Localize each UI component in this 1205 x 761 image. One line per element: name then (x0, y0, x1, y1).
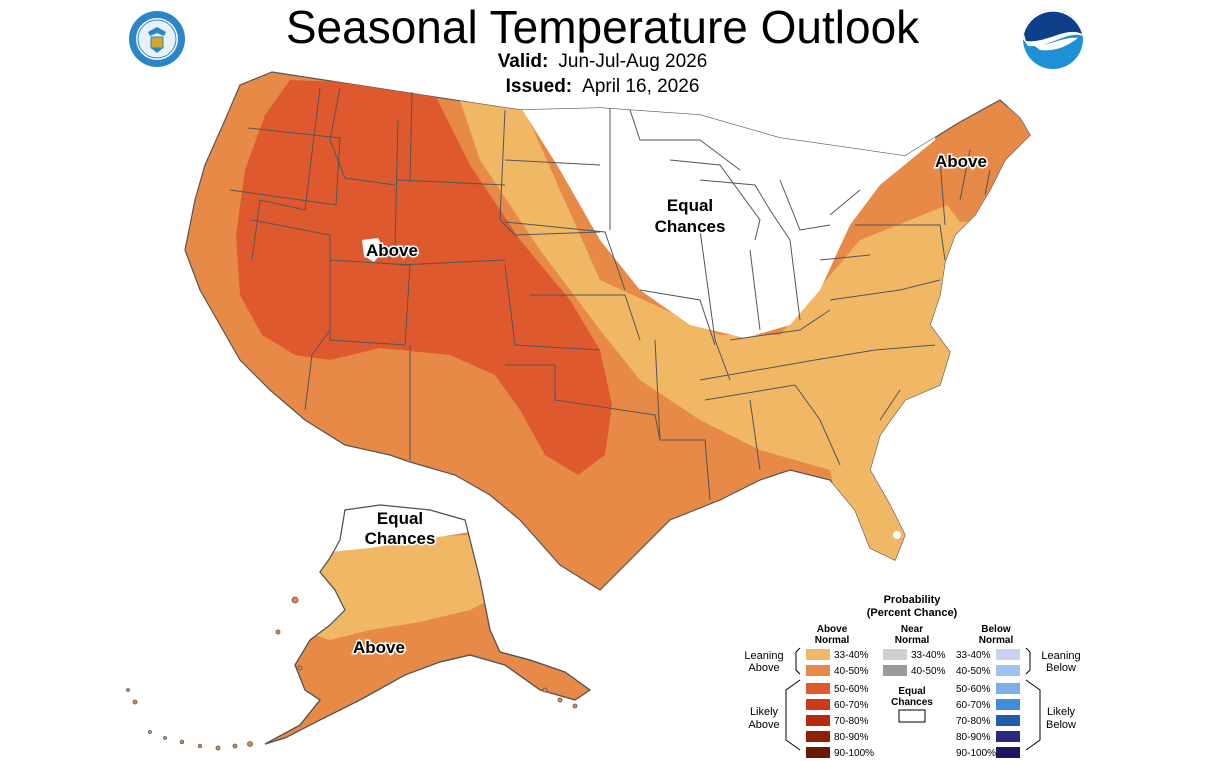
valid-value: Jun-Jul-Aug 2026 (558, 51, 708, 72)
below-normal-swatch-1 (996, 649, 1020, 660)
equal-chances-zone (510, 90, 940, 338)
below-normal-label-7: 90-100% (956, 748, 996, 759)
above-normal-swatch-3 (806, 683, 830, 694)
aleutian-islands (126, 596, 578, 751)
above-50-60-zone (236, 80, 612, 475)
issued-date: Issued: April 16, 2026 (0, 75, 1205, 99)
near-normal-heading-2: Normal (895, 635, 930, 646)
likely-above-label-1: Likely (750, 706, 779, 718)
likely-below-label-2: Below (1046, 719, 1076, 731)
legend-title-2: (Percent Chance) (867, 607, 958, 619)
alaska-above-33-40-zone (300, 535, 490, 640)
map-title: Seasonal Temperature Outlook (285, 1, 920, 53)
above-normal-swatch-1 (806, 649, 830, 660)
leaning-above-label-2: Above (748, 662, 779, 674)
below-normal-heading-2: Normal (979, 635, 1014, 646)
below-normal-swatch-3 (996, 683, 1020, 694)
below-normal-swatches: 33-40% 40-50% 50-60% 60-70% 70-80% 80-90% 90-1… (956, 649, 1020, 759)
below-normal-swatch-2 (996, 665, 1020, 676)
alaska-equal-chances-label-2: Chances (365, 529, 436, 548)
west-above-label: Above (366, 241, 418, 260)
issued-value: April 16, 2026 (582, 76, 700, 97)
equal-chances-swatch (898, 709, 926, 723)
above-normal-heading-1: Above (817, 624, 848, 635)
leaning-below-label-2: Below (1046, 662, 1076, 674)
near-normal-label-1: 33-40% (911, 650, 946, 661)
near-normal-label-2: 40-50% (911, 666, 946, 677)
alaska-equal-chances-zone (330, 505, 470, 552)
below-normal-label-5: 70-80% (956, 716, 991, 727)
near-normal-swatches: 33-40% 40-50% (883, 649, 946, 677)
below-normal-heading-1: Below (981, 624, 1011, 635)
legend-brackets (785, 647, 1041, 751)
below-normal-swatch-6 (996, 731, 1020, 742)
above-normal-swatch-4 (806, 699, 830, 710)
probability-legend: Probability (Percent Chance) Above Norma… (744, 594, 1080, 759)
above-normal-label-6: 80-90% (834, 732, 869, 743)
noaa-logo (1023, 9, 1083, 69)
likely-below-label-1: Likely (1047, 706, 1076, 718)
below-normal-swatch-5 (996, 715, 1020, 726)
above-normal-label-4: 60-70% (834, 700, 869, 711)
central-equal-chances-label-2: Chances (655, 217, 726, 236)
above-normal-swatch-5 (806, 715, 830, 726)
above-normal-swatch-7 (806, 747, 830, 758)
central-equal-chances-label-1: Equal (667, 196, 713, 215)
likely-above-label-2: Above (748, 719, 779, 731)
above-normal-swatches: 33-40% 40-50% 50-60% 60-70% 70-80% 80-90% 90-1… (806, 649, 874, 759)
leaning-above-label-1: Leaning (744, 650, 783, 662)
alaska-map (126, 504, 592, 751)
northeast-above-label: Above (935, 152, 987, 171)
above-normal-label-1: 33-40% (834, 650, 869, 661)
above-normal-label-2: 40-50% (834, 666, 869, 677)
commerce-seal-logo (129, 11, 185, 67)
near-normal-heading-1: Near (901, 624, 923, 635)
above-normal-label-7: 90-100% (834, 748, 874, 759)
below-normal-label-1: 33-40% (956, 650, 991, 661)
conus-map (184, 71, 1031, 591)
state-borders (229, 87, 991, 501)
above-normal-swatch-6 (806, 731, 830, 742)
alaska-above-label: Above (353, 638, 405, 657)
above-normal-heading-2: Normal (815, 635, 850, 646)
below-normal-label-6: 80-90% (956, 732, 991, 743)
near-normal-swatch-1 (883, 649, 907, 660)
valid-period: Valid: Jun-Jul-Aug 2026 (0, 50, 1205, 74)
below-normal-swatch-7 (996, 747, 1020, 758)
below-normal-swatch-4 (996, 699, 1020, 710)
equal-chances-legend-label-2: Chances (891, 697, 933, 708)
valid-label: Valid: (497, 51, 549, 72)
near-normal-swatch-2 (883, 665, 907, 676)
equal-chances-legend-label-1: Equal (898, 686, 925, 697)
above-normal-label-3: 50-60% (834, 684, 869, 695)
leaning-below-label-1: Leaning (1041, 650, 1080, 662)
below-normal-label-2: 40-50% (956, 666, 991, 677)
below-normal-label-4: 60-70% (956, 700, 991, 711)
alaska-equal-chances-label-1: Equal (377, 509, 423, 528)
legend-title-1: Probability (884, 594, 942, 606)
above-normal-swatch-2 (806, 665, 830, 676)
issued-label: Issued: (505, 76, 573, 97)
below-normal-label-3: 50-60% (956, 684, 991, 695)
above-normal-label-5: 70-80% (834, 716, 869, 727)
